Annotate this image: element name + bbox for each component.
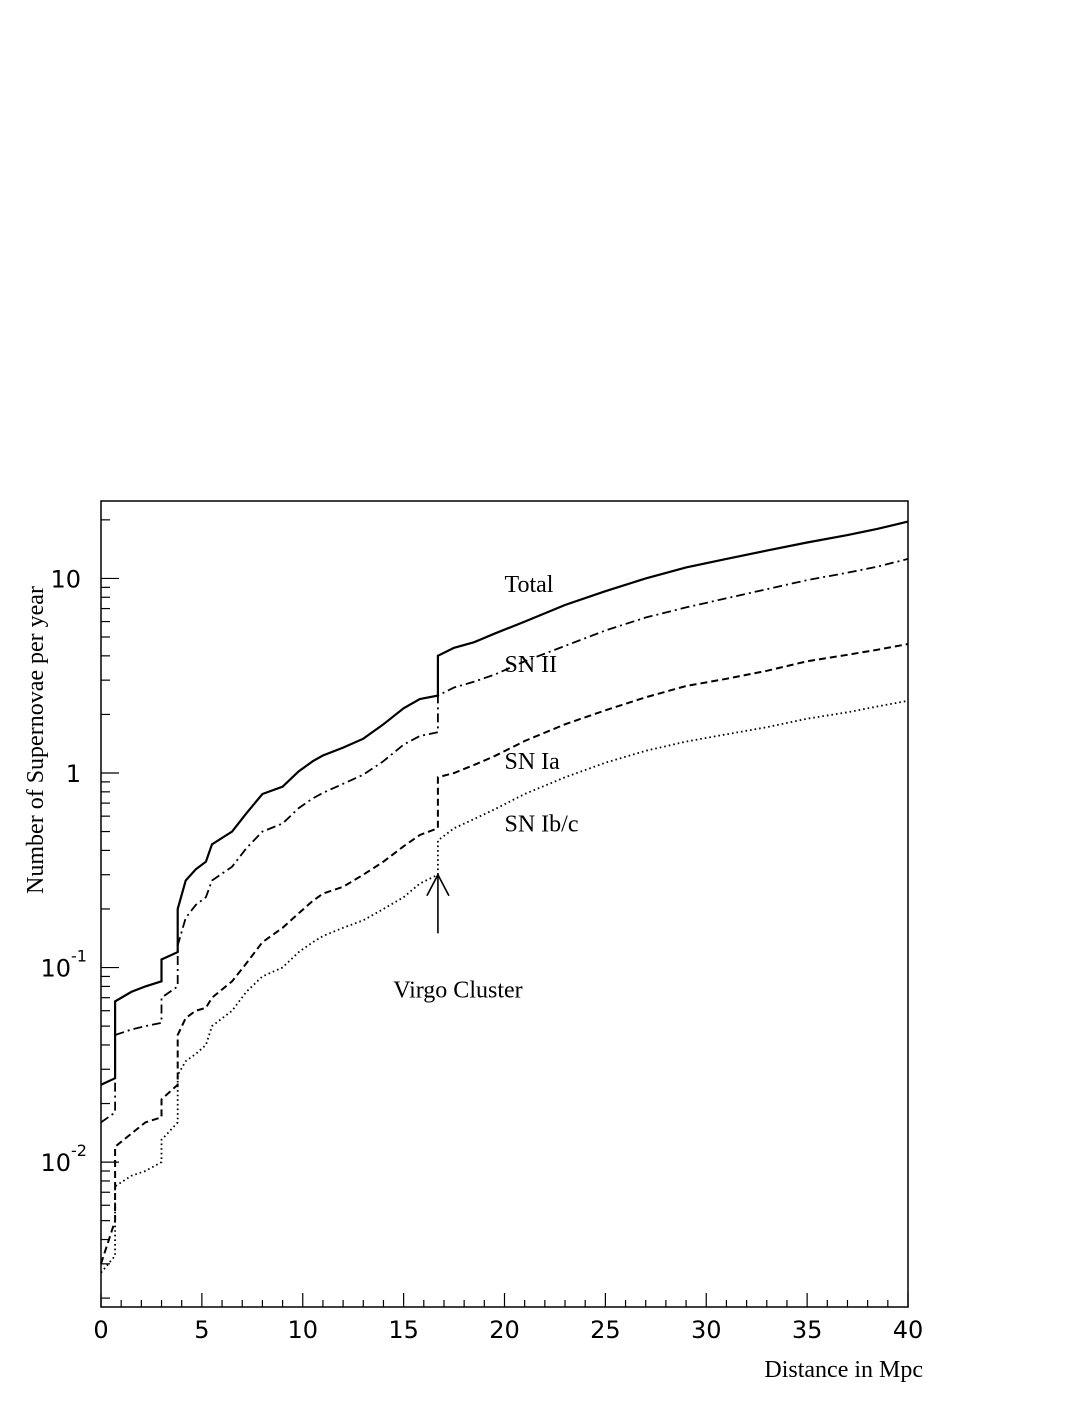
y-tick-exponent: -1 bbox=[71, 947, 87, 966]
series-line-sn-ib-c bbox=[100, 699, 909, 1274]
annotation-layer: Virgo Cluster bbox=[393, 872, 523, 1004]
y-tick-label: 10 bbox=[40, 955, 71, 983]
series-line-sn-ii bbox=[100, 558, 909, 1124]
x-tick-label: 20 bbox=[489, 1316, 520, 1344]
y-tick-label: 1 bbox=[66, 760, 81, 788]
plot-frame bbox=[100, 500, 909, 1308]
y-axis-title: Number of Supernovae per year bbox=[23, 586, 49, 894]
y-tick-label: 10 bbox=[40, 1149, 71, 1177]
annotation-label: Virgo Cluster bbox=[393, 978, 522, 1004]
x-tick-label: 25 bbox=[590, 1316, 621, 1344]
x-tick-label: 40 bbox=[893, 1316, 924, 1344]
y-tick-label: 10 bbox=[50, 565, 81, 593]
x-tick-label: 30 bbox=[691, 1316, 722, 1344]
series-line-total bbox=[100, 520, 909, 1086]
series-labels: Total SN II SN Ia SN Ib/c bbox=[505, 572, 579, 837]
series-label-sn-ii: SN II bbox=[505, 652, 558, 678]
x-tick-label: 35 bbox=[792, 1316, 823, 1344]
series-label-sn-ia: SN Ia bbox=[505, 749, 561, 775]
x-tick-label: 15 bbox=[388, 1316, 419, 1344]
x-tick-label: 5 bbox=[194, 1316, 209, 1344]
series-label-total: Total bbox=[505, 572, 554, 598]
series-line-sn-ia bbox=[100, 643, 909, 1265]
x-tick-label: 0 bbox=[93, 1316, 108, 1344]
axis-ticks bbox=[100, 519, 909, 1307]
series-layer bbox=[100, 520, 909, 1274]
series-label-sn-ib-c: SN Ib/c bbox=[505, 812, 579, 838]
x-axis-title: Distance in Mpc bbox=[764, 1357, 923, 1383]
x-tick-label: 10 bbox=[287, 1316, 318, 1344]
annotation-arrow-head bbox=[426, 872, 450, 897]
y-tick-exponent: -2 bbox=[71, 1141, 87, 1160]
